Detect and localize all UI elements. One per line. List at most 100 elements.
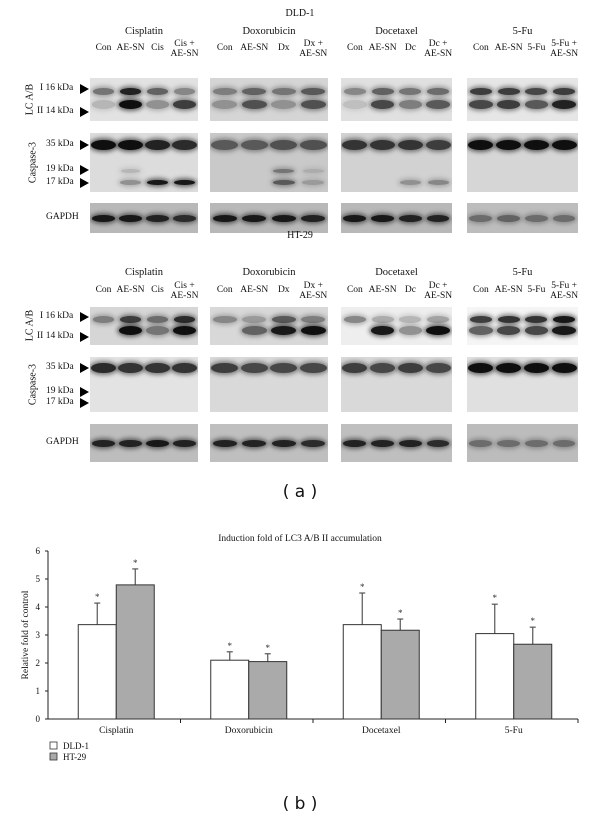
x-tick-label: 5-Fu [505, 726, 523, 736]
gapdh-blot [210, 424, 328, 462]
blot-band [147, 180, 168, 186]
lane-label: Dx [277, 285, 290, 295]
blot-band [497, 88, 520, 96]
caspase3-blot [210, 357, 328, 412]
blot-band [173, 88, 196, 96]
lane-label: Dx + AE-SN [299, 281, 328, 301]
blot-band [273, 168, 295, 173]
caspase3-blot [341, 133, 452, 192]
drug-group-title: Doxorubicin [242, 26, 296, 37]
blot-band [92, 439, 115, 447]
caspase3-blot [467, 133, 578, 192]
y-tick-label: 6 [36, 546, 41, 556]
blot-band [343, 214, 367, 222]
lc3-blot [341, 78, 452, 121]
blot-band [241, 100, 267, 110]
blot-band [427, 315, 450, 323]
lane-label: Dx + AE-SN [299, 39, 328, 59]
blot-band [119, 88, 142, 96]
marker-label: 35 kDa [46, 138, 74, 149]
blot-band [146, 326, 169, 336]
lc3-blot [467, 78, 578, 121]
x-tick-label: Docetaxel [362, 726, 401, 736]
lane-label: Con [472, 285, 489, 295]
marker-label: I 16 kDa [40, 310, 74, 321]
blot-band [342, 139, 368, 150]
blot-band [91, 139, 116, 150]
blot-band [173, 214, 196, 222]
arrow-icon [80, 398, 89, 409]
marker-label: II 14 kDa [37, 330, 74, 341]
caspase3-blot [467, 357, 578, 412]
blot-band [343, 88, 366, 96]
lane-label: AE-SN [494, 285, 523, 295]
blot-band [370, 326, 395, 336]
marker-label: II 14 kDa [37, 105, 74, 116]
lane-label: Con [346, 285, 363, 295]
gapdh-blot [341, 424, 452, 462]
gapdh-blot [210, 203, 328, 233]
blot-band [399, 180, 421, 186]
blot-band [173, 439, 196, 447]
blot-band [301, 214, 326, 222]
blot-band [371, 315, 394, 323]
blot-band [119, 100, 142, 110]
blot-band [469, 439, 493, 447]
blot-band [398, 326, 423, 336]
drug-group-title: 5-Fu [512, 26, 533, 37]
blot-band [302, 168, 324, 173]
blot-band [426, 326, 450, 336]
blot-band [397, 363, 423, 373]
blot-band [242, 315, 267, 323]
arrow-icon [80, 83, 89, 94]
blot-band [212, 439, 237, 447]
lane-label: Cis [151, 43, 164, 53]
panel-b-label: ( b ) [282, 794, 318, 814]
bar-ht-29 [248, 661, 288, 720]
blot-band [271, 315, 296, 323]
blot-band [146, 214, 169, 222]
blot-band [371, 88, 394, 96]
significance-marker: * [398, 608, 403, 618]
blot-band [468, 363, 494, 373]
blot-band [553, 88, 576, 96]
blot-band [343, 315, 366, 323]
blot-band [551, 363, 577, 373]
caspase3-blot [210, 133, 328, 192]
blot-band [497, 315, 520, 323]
lane-label: 5-Fu [527, 43, 546, 53]
blot-band [425, 363, 451, 373]
blot-band [496, 363, 522, 373]
blot-band [242, 214, 267, 222]
blot-band [525, 315, 548, 323]
cell-line-title: DLD-1 [285, 8, 315, 19]
blot-band [496, 139, 522, 150]
lane-label: Con [216, 285, 233, 295]
blot-band [551, 139, 577, 150]
lc3-blot [210, 78, 328, 121]
blot-band [121, 168, 140, 173]
legend-label: HT-29 [63, 752, 87, 762]
blot-band [271, 100, 297, 110]
legend-swatch [49, 752, 58, 761]
lane-label: AE-SN [116, 285, 145, 295]
lc3-blot [341, 307, 452, 345]
blot-band [146, 315, 169, 323]
blot-band [553, 315, 576, 323]
blot-band [496, 100, 521, 110]
blot-band [212, 315, 237, 323]
cell-line-title: HT-29 [287, 230, 313, 241]
significance-marker: * [266, 643, 271, 653]
significance-marker: * [360, 582, 365, 592]
blot-band [469, 315, 492, 323]
blot-band [146, 88, 169, 96]
blot-band [469, 214, 493, 222]
lane-label: AE-SN [368, 43, 397, 53]
blot-band [342, 363, 368, 373]
gapdh-blot [90, 424, 198, 462]
significance-marker: * [493, 593, 498, 603]
lane-label: Dc + AE-SN [424, 281, 453, 301]
lc3-blot [90, 307, 198, 345]
blot-band [241, 326, 267, 336]
blot-band [398, 439, 422, 447]
